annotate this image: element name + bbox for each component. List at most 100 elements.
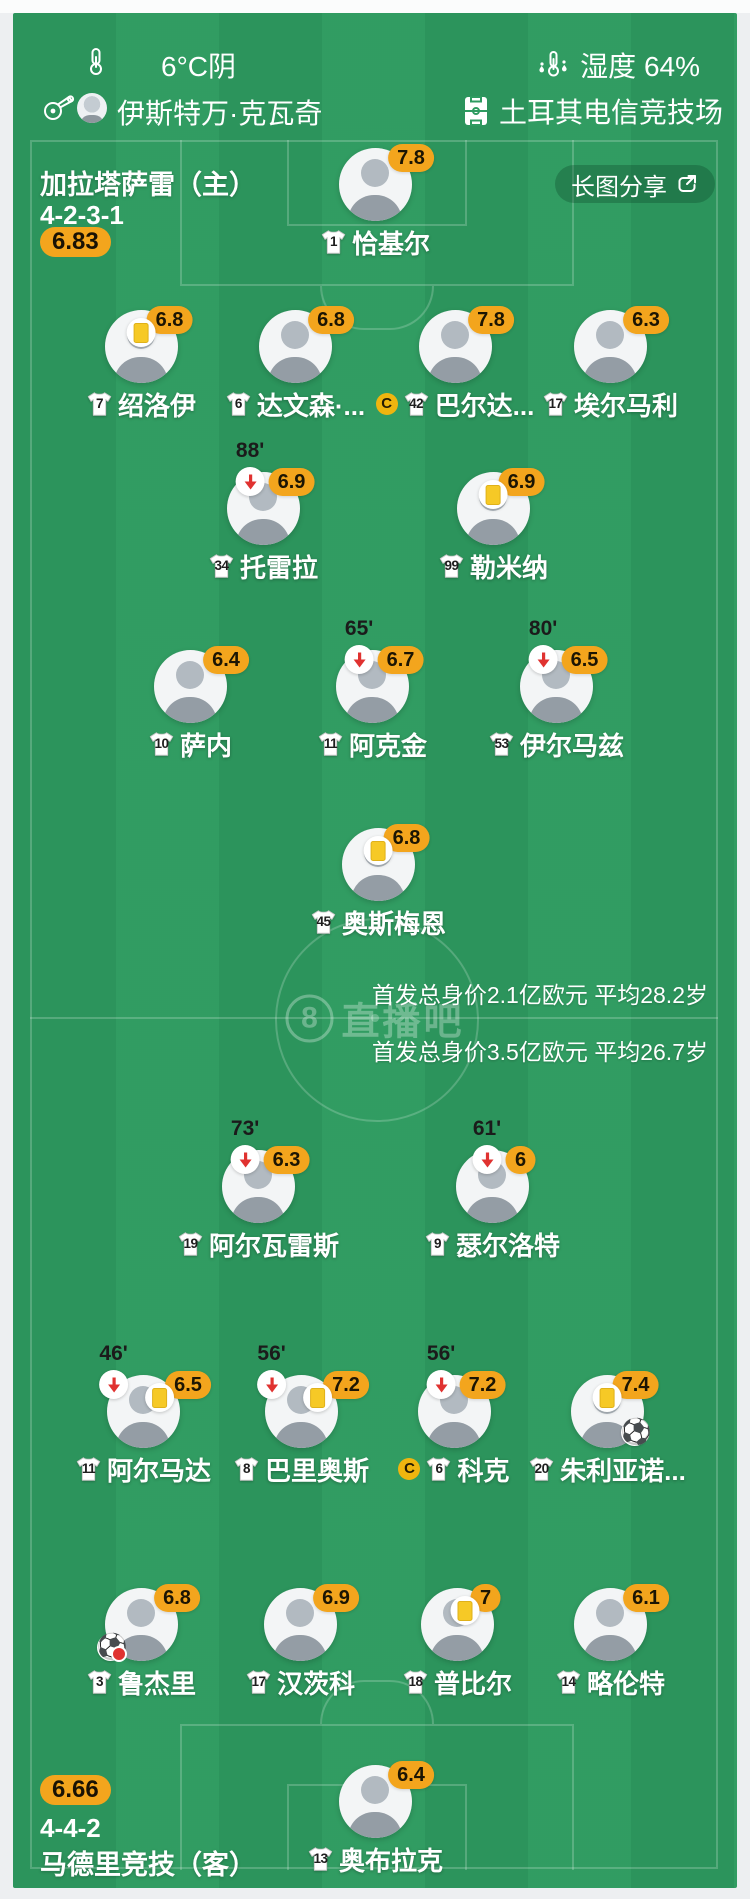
player-name: 汉茨科 xyxy=(276,1668,355,1699)
jersey-number: 10 xyxy=(154,736,169,751)
away-team-rating-badge: 6.66 xyxy=(40,1775,111,1805)
player-indicators: 6.4 xyxy=(388,1760,434,1789)
player-indicators: 7 xyxy=(438,1583,501,1625)
player-nameline: C 42 巴尔达... xyxy=(370,389,540,421)
player[interactable]: 6.9 17 汉茨科 xyxy=(215,1583,385,1699)
jersey-number: 13 xyxy=(313,1851,328,1866)
player-name: 恰基尔 xyxy=(351,228,430,259)
player[interactable]: 7.4 ⚽ 20 朱利亚诺... xyxy=(522,1370,692,1486)
jersey-number-icon: 53 xyxy=(488,731,515,757)
player[interactable]: 61' 6 9 瑟尔洛特 xyxy=(407,1117,577,1261)
player-indicators: 61' 6 xyxy=(472,1117,536,1174)
sub-minute: 80' xyxy=(528,617,558,640)
home-squad-value: 首发总身价2.1亿欧元 平均28.2岁 xyxy=(371,982,708,1008)
player-nameline: 10 萨内 xyxy=(105,729,275,761)
jersey-number-icon: 1 xyxy=(320,229,347,255)
jersey-number: 6 xyxy=(234,396,243,411)
jersey-number: 17 xyxy=(548,396,563,411)
center-spot xyxy=(371,1014,379,1022)
stadium-name: 土耳其电信竞技场 xyxy=(498,97,723,128)
player[interactable]: 6.4 13 奥布拉克 xyxy=(290,1760,460,1876)
jersey-number-icon: 14 xyxy=(555,1669,582,1695)
player-name: 阿克金 xyxy=(348,730,427,761)
yellow-card-icon xyxy=(592,1383,622,1412)
jersey-number: 42 xyxy=(409,396,424,411)
jersey-number: 53 xyxy=(494,736,509,751)
player-photo xyxy=(258,310,332,383)
sub-minute: 56' xyxy=(257,1342,286,1365)
player-indicators: 6.1 xyxy=(623,1583,669,1612)
player-rating-badge: 6.5 xyxy=(165,1370,211,1399)
player-indicators: 7.4 xyxy=(580,1370,659,1412)
player-avatar xyxy=(154,650,227,723)
jersey-number: 3 xyxy=(95,1674,104,1689)
jersey-number: 6 xyxy=(435,1461,443,1476)
player-name: 瑟尔洛特 xyxy=(455,1230,560,1261)
watermark: 8 直播吧 xyxy=(285,991,464,1046)
jersey-number-icon: 11 xyxy=(317,731,344,757)
player[interactable]: 73' 6.3 19 阿尔瓦雷斯 xyxy=(173,1117,343,1261)
player[interactable]: 56' 7.2 8 巴里奥斯 xyxy=(216,1342,386,1486)
jersey-number-icon: 17 xyxy=(245,1669,272,1695)
player[interactable]: 80' 6.5 53 伊尔马兹 xyxy=(471,617,641,761)
jersey-number-icon: 10 xyxy=(148,731,175,757)
thermometer-icon xyxy=(83,47,109,77)
player[interactable]: 46' 6.5 11 阿尔马达 xyxy=(58,1342,228,1486)
sub-off-indicator: 88' xyxy=(235,439,265,496)
player-nameline: 8 巴里奥斯 xyxy=(216,1454,386,1486)
player[interactable]: 7.8 1 恰基尔 xyxy=(290,143,460,259)
player[interactable]: 6.3 17 埃尔马利 xyxy=(525,305,695,421)
player-rating-badge: 6 xyxy=(505,1145,536,1174)
player[interactable]: 65' 6.7 11 阿克金 xyxy=(287,617,457,761)
jersey-number: 45 xyxy=(316,914,331,929)
player-avatar xyxy=(105,1588,178,1661)
jersey-number: 11 xyxy=(323,736,338,751)
share-label: 长图分享 xyxy=(571,173,667,201)
sub-off-indicator: 56' xyxy=(257,1342,287,1399)
player[interactable]: 7.8 C 42 巴尔达... xyxy=(370,305,540,421)
player-indicators: 6.8 xyxy=(154,1583,200,1612)
player[interactable]: 6.4 10 萨内 xyxy=(105,645,275,761)
yellow-card-icon xyxy=(363,836,393,865)
player[interactable]: 6.1 14 略伦特 xyxy=(525,1583,695,1699)
player-nameline: 45 奥斯梅恩 xyxy=(293,907,463,939)
sub-off-indicator: 46' xyxy=(99,1342,129,1399)
player[interactable]: 56' 7.2 C 6 科克 xyxy=(369,1342,539,1486)
jersey-number: 1 xyxy=(329,234,338,249)
player[interactable]: 7 18 普比尔 xyxy=(372,1583,542,1699)
jersey-number-icon: 18 xyxy=(402,1669,429,1695)
player[interactable]: 6.8 ⚽ 3 鲁杰里 xyxy=(56,1583,226,1699)
player-indicators: 6.8 xyxy=(114,305,193,347)
player-indicators: 56' 7.2 xyxy=(257,1342,369,1412)
player-name: 埃尔马利 xyxy=(573,390,678,421)
player-nameline: 3 鲁杰里 xyxy=(56,1667,226,1699)
jersey-number-icon: 34 xyxy=(208,553,235,579)
player[interactable]: 6.8 6 达文森·... xyxy=(210,305,380,421)
player-name: 普比尔 xyxy=(433,1668,512,1699)
jersey-number-icon: 99 xyxy=(438,553,465,579)
sub-off-arrow-icon xyxy=(107,1377,120,1392)
share-button[interactable]: 长图分享 xyxy=(555,165,715,203)
jersey-number: 18 xyxy=(408,1674,423,1689)
player[interactable]: 6.8 7 绍洛伊 xyxy=(56,305,226,421)
player[interactable]: 6.9 99 勒米纳 xyxy=(408,467,578,583)
humidity-icon xyxy=(536,50,570,80)
player-name: 阿尔马达 xyxy=(106,1455,211,1486)
player-name: 阿尔瓦雷斯 xyxy=(208,1230,339,1261)
own-goal-icon: ⚽ xyxy=(96,1633,128,1662)
player[interactable]: 88' 6.9 34 托雷拉 xyxy=(178,439,348,583)
player-name: 托雷拉 xyxy=(239,552,318,583)
captain-badge: C xyxy=(398,1458,421,1480)
jersey-number-icon: 17 xyxy=(542,391,569,417)
away-squad-value: 首发总身价3.5亿欧元 平均26.7岁 xyxy=(371,1039,708,1065)
player-avatar xyxy=(419,310,492,383)
player-name: 略伦特 xyxy=(586,1668,665,1699)
player-name: 巴里奥斯 xyxy=(264,1455,369,1486)
player-name: 勒米纳 xyxy=(469,552,548,583)
player-rating-badge: 6.1 xyxy=(623,1583,669,1612)
yellow-card-icon xyxy=(126,318,156,347)
player[interactable]: 6.8 45 奥斯梅恩 xyxy=(293,823,463,939)
sub-off-indicator: 65' xyxy=(344,617,374,674)
yellow-card-icon xyxy=(478,480,508,509)
player-avatar xyxy=(574,1588,647,1661)
